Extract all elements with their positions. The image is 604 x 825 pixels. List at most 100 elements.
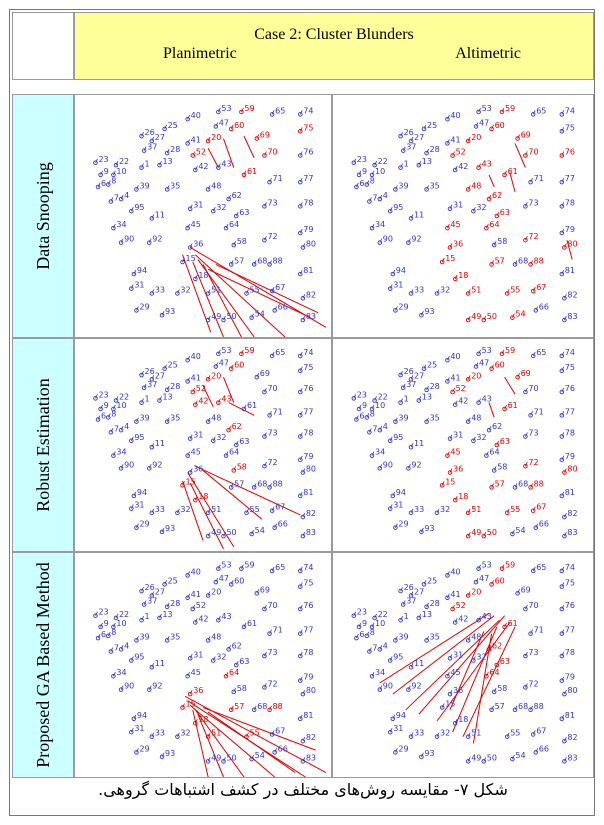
error-vector bbox=[207, 148, 219, 168]
point-label: 60 bbox=[495, 121, 505, 130]
control-point: 32 bbox=[175, 729, 191, 739]
control-point: 26 bbox=[398, 128, 414, 139]
point-marker bbox=[445, 357, 450, 363]
control-point: 37 bbox=[141, 380, 157, 391]
control-point: 27 bbox=[408, 371, 424, 382]
point-residual bbox=[207, 732, 211, 737]
point-label: 13 bbox=[162, 157, 172, 166]
control-point: 6 bbox=[95, 412, 106, 422]
point-residual bbox=[447, 571, 450, 576]
point-label: 76 bbox=[565, 601, 575, 610]
control-point: 26 bbox=[398, 367, 414, 378]
control-point: 71 bbox=[528, 174, 544, 185]
point-residual bbox=[141, 398, 144, 403]
point-label: 1 bbox=[145, 612, 150, 621]
point-residual bbox=[395, 636, 398, 641]
control-point: 27 bbox=[408, 588, 424, 598]
point-marker bbox=[228, 366, 234, 371]
point-label: 64 bbox=[489, 448, 499, 457]
point-residual bbox=[136, 523, 139, 528]
point-residual bbox=[436, 508, 440, 514]
point-label: 74 bbox=[303, 563, 313, 572]
control-point: 10 bbox=[111, 167, 127, 178]
point-label: 65 bbox=[536, 348, 546, 357]
control-point: 47 bbox=[213, 359, 229, 369]
point-residual bbox=[151, 508, 155, 514]
point-label: 50 bbox=[226, 312, 236, 321]
control-point: 94 bbox=[131, 711, 147, 722]
point-label: 10 bbox=[116, 167, 126, 176]
point-label: 48 bbox=[471, 632, 481, 641]
point-marker bbox=[262, 653, 267, 659]
point-marker bbox=[210, 438, 216, 444]
point-residual bbox=[233, 687, 237, 693]
point-marker bbox=[141, 148, 147, 153]
control-point: 7 bbox=[367, 424, 377, 435]
point-residual bbox=[561, 269, 565, 275]
control-point: 48 bbox=[205, 632, 221, 643]
point-marker bbox=[354, 635, 359, 641]
point-marker bbox=[377, 196, 383, 202]
point-residual bbox=[514, 705, 518, 710]
point-label: 20 bbox=[211, 133, 221, 142]
point-residual bbox=[426, 185, 429, 190]
point-residual bbox=[514, 483, 518, 488]
point-label: 93 bbox=[165, 749, 175, 758]
control-point: 63 bbox=[494, 437, 510, 448]
point-residual bbox=[410, 663, 414, 668]
point-residual bbox=[251, 754, 254, 760]
point-marker bbox=[185, 573, 190, 578]
point-label: 62 bbox=[492, 191, 502, 200]
point-label: 80 bbox=[306, 239, 316, 248]
point-residual bbox=[194, 495, 198, 501]
control-point: 79 bbox=[298, 452, 313, 463]
point-residual bbox=[561, 351, 565, 357]
point-residual bbox=[449, 654, 453, 659]
point-label: 79 bbox=[303, 452, 313, 461]
control-point: 88 bbox=[528, 702, 544, 713]
point-label: 4 bbox=[383, 422, 388, 431]
point-label: 95 bbox=[393, 653, 403, 662]
point-marker bbox=[486, 647, 492, 652]
point-residual bbox=[532, 730, 536, 735]
point-marker bbox=[419, 529, 424, 535]
point-label: 28 bbox=[170, 382, 180, 391]
control-point: 18 bbox=[193, 271, 209, 282]
control-point: 41 bbox=[185, 135, 201, 146]
point-label: 81 bbox=[303, 266, 313, 275]
control-point: 55 bbox=[504, 285, 520, 296]
point-label: 70 bbox=[267, 384, 277, 393]
point-marker bbox=[129, 729, 134, 735]
point-marker bbox=[111, 673, 116, 679]
point-label: 53 bbox=[221, 104, 231, 113]
point-residual bbox=[274, 523, 278, 528]
point-residual bbox=[223, 315, 226, 321]
point-residual bbox=[269, 260, 272, 265]
point-label: 32 bbox=[180, 729, 190, 738]
control-point: 34 bbox=[369, 220, 385, 231]
point-label: 58 bbox=[237, 684, 247, 693]
point-label: 31 bbox=[193, 650, 203, 659]
point-marker bbox=[416, 615, 422, 621]
control-point: 64 bbox=[223, 220, 239, 231]
point-residual bbox=[187, 571, 190, 576]
point-label: 67 bbox=[275, 503, 285, 512]
point-marker bbox=[400, 148, 406, 153]
point-marker bbox=[139, 588, 144, 594]
control-point: 69 bbox=[515, 585, 531, 596]
point-residual bbox=[177, 508, 180, 514]
control-point: 66 bbox=[272, 302, 288, 313]
control-point: 25 bbox=[421, 121, 437, 132]
control-point: 80 bbox=[300, 465, 316, 475]
control-point: 52 bbox=[190, 148, 206, 158]
point-label: 23 bbox=[98, 390, 108, 399]
point-label: 69 bbox=[521, 369, 531, 378]
point-residual bbox=[353, 611, 357, 616]
point-residual bbox=[264, 683, 267, 688]
point-marker bbox=[408, 664, 414, 670]
point-residual bbox=[371, 404, 375, 410]
point-label: 45 bbox=[191, 668, 201, 677]
control-point: 35 bbox=[424, 632, 440, 643]
point-label: 90 bbox=[124, 460, 134, 469]
point-label: 37 bbox=[147, 380, 157, 389]
